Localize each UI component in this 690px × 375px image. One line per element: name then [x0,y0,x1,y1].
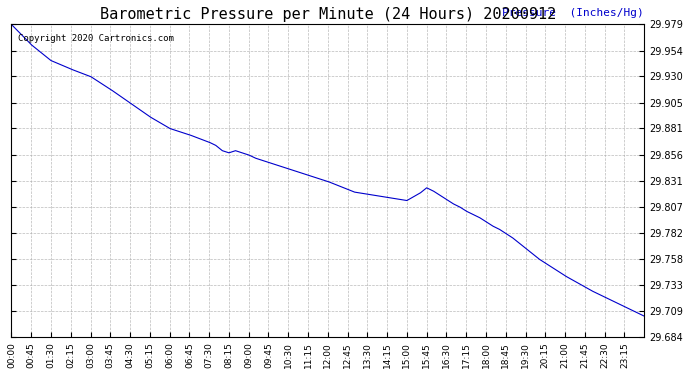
Text: Pressure  (Inches/Hg): Pressure (Inches/Hg) [502,8,644,18]
Title: Barometric Pressure per Minute (24 Hours) 20200912: Barometric Pressure per Minute (24 Hours… [99,7,556,22]
Text: Copyright 2020 Cartronics.com: Copyright 2020 Cartronics.com [18,34,174,43]
